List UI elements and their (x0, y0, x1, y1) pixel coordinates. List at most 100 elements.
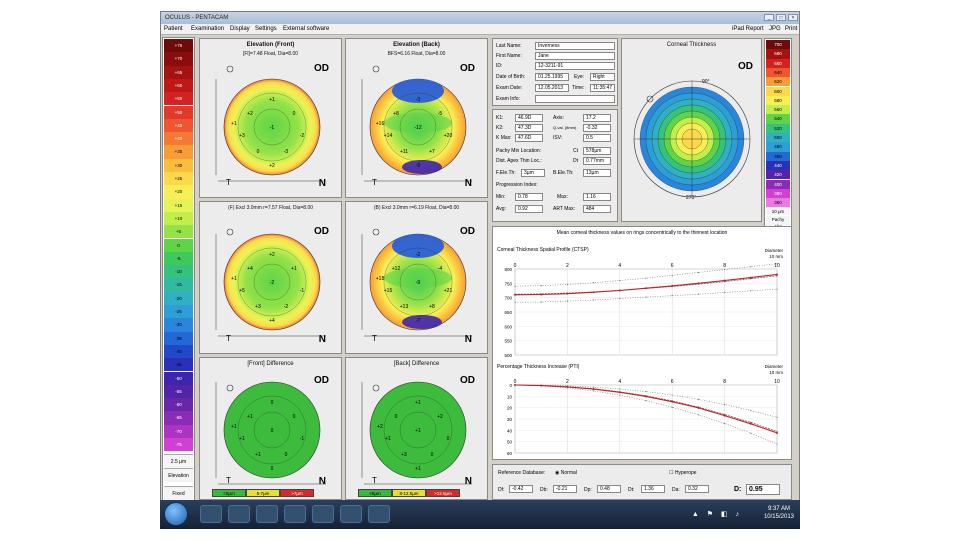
difference-legend: <8µm 8-12.5µm >12.5µm (358, 489, 460, 497)
scale-swatch: -30 (164, 318, 193, 332)
time-field[interactable]: 11:35:47 (590, 84, 615, 92)
exam-info-field[interactable] (535, 95, 615, 103)
map-value: +14 (384, 133, 393, 139)
exam-date-label: Exam Date: (496, 85, 523, 91)
close-button[interactable]: × (788, 14, 798, 21)
map-back-enhanced[interactable]: (B) Excl 3.0mm r=6.19 Float, Dia=8.00 OD… (345, 201, 488, 354)
pti-point-patient (749, 422, 752, 425)
menu-settings[interactable]: Settings (255, 26, 277, 32)
scale-swatch: -15 (164, 278, 193, 292)
nasal-label: N (318, 334, 326, 345)
qval-label: Q-val. (8mm) (553, 125, 577, 130)
eye-label: Eye: (574, 74, 585, 80)
map-value: +2 (377, 424, 383, 430)
da-label: Da: (672, 487, 680, 493)
scale-swatch: -20 (164, 291, 193, 305)
dob-field[interactable]: 01.25.1995 (535, 73, 569, 81)
minimize-button[interactable]: _ (764, 14, 774, 21)
eye-label: OD (738, 61, 753, 72)
id-label: ID: (496, 63, 503, 69)
exam-date-field[interactable]: 12.05.2013 (535, 84, 569, 92)
scale-fixed: Fixed (164, 486, 193, 500)
map-value: +1 (255, 452, 261, 458)
map-title: (B) Excl 3.0mm r=6.19 Float, Dia=8.00 (373, 205, 460, 211)
ctsp-point-lower (619, 297, 621, 300)
pti-y-tick: 20 (507, 406, 513, 411)
map-front-enhanced[interactable]: (F) Excl 3.0mm r=7.57 Float, Dia=8.00 OD… (199, 201, 342, 354)
elevation-color-scale[interactable]: +75 +70 +65 +60 +55 +50 +45 +40 +35 +30 +25 +20 +15 +… (162, 37, 195, 524)
map-value: -1 (300, 288, 305, 294)
map-title: Corneal Thickness (666, 42, 717, 48)
system-tray[interactable]: ▲ ⚑ ◧ ♪ (691, 511, 742, 518)
menu-patient[interactable]: Patient (164, 26, 183, 32)
start-button[interactable] (164, 502, 188, 526)
pentacam-taskbar-icon[interactable] (368, 505, 390, 523)
qval-field: -0.32 (583, 124, 611, 132)
map-front-elevation[interactable]: Elevation (Front) [Fl]=7.48 Float, Dia=8… (199, 38, 342, 198)
menu-display[interactable]: Display (230, 26, 250, 32)
eye-field[interactable]: Right (590, 73, 615, 81)
id-field[interactable]: 12-3211-91 (535, 62, 615, 70)
folder-icon[interactable] (228, 505, 250, 523)
map-value: +1 (291, 266, 297, 272)
map-value: -5 (438, 111, 443, 117)
maximize-button[interactable]: □ (776, 14, 786, 21)
map-front-difference[interactable]: [Front] Difference OD T N <5µm 5-7µm >7µ… (199, 357, 342, 500)
network-icon[interactable] (312, 505, 334, 523)
map-ring (229, 84, 315, 170)
max-label: Max: (557, 194, 568, 200)
microphone-icon[interactable] (340, 505, 362, 523)
legend-yellow: 8-12.5µm (392, 489, 426, 497)
legend-red: >7µm (280, 489, 314, 497)
map-value: 0 (447, 436, 450, 442)
corneal-thickness-map[interactable]: Corneal Thickness OD 90° 270° (621, 38, 762, 222)
ctsp-point-lower (645, 296, 647, 298)
ctsp-point-patient (671, 284, 674, 287)
menu-print[interactable]: Print (785, 26, 798, 32)
scale-swatch: +5 (164, 225, 193, 239)
map-value: -9 (416, 280, 421, 286)
normal-radio[interactable]: ◉ Normal (555, 470, 577, 476)
menu-external-software[interactable]: External software (283, 26, 330, 32)
thickness-color-scale[interactable]: 700 680 660 640 620 600 580 560 540 520 500 480 460 4… (764, 38, 792, 230)
max-field: 1.16 (583, 193, 611, 201)
map-back-difference[interactable]: [Back] Difference OD T N <8µm 8-12.5µm >… (345, 357, 488, 500)
map-title: [Front] Difference (247, 361, 294, 367)
ctsp-point-lower (540, 301, 542, 303)
nasal-label: N (464, 476, 472, 487)
menu-ipad-report[interactable]: iPad Report (732, 26, 764, 32)
hyperope-radio[interactable]: ☐ Hyperope (669, 470, 697, 476)
app-icon[interactable] (284, 505, 306, 523)
map-value: +1 (269, 97, 275, 103)
menu-examination[interactable]: Examination (191, 26, 225, 32)
map-value: -2 (270, 280, 275, 286)
map-value: +3 (239, 133, 245, 139)
last-name-field[interactable]: Inverness (535, 42, 615, 50)
ctsp-x-tick: 0 (514, 263, 517, 269)
menu-jpg[interactable]: JPG (769, 26, 781, 32)
scale-swatch: +10 (164, 211, 193, 226)
dt-field: 1.36 (641, 485, 665, 493)
map-zone-ring (253, 263, 291, 301)
d-label: D: (734, 486, 742, 493)
first-name-field[interactable]: Jane (535, 52, 615, 60)
ie-icon[interactable] (200, 505, 222, 523)
zoom-icon (226, 65, 234, 73)
scale-swatch: +30 (164, 158, 193, 172)
map-value: +2 (269, 163, 275, 169)
map-value: 0 (271, 466, 274, 472)
pti-point-lower (593, 386, 595, 388)
map-back-elevation[interactable]: Elevation (Back) BFS=6.16 Float, Dia=8.0… (345, 38, 488, 198)
isv-label: ISV: (553, 135, 563, 141)
clock[interactable]: 9:37 AM 10/15/2013 (764, 505, 794, 521)
media-player-icon[interactable] (256, 505, 278, 523)
map-title: Elevation (Back) (393, 42, 440, 48)
ctsp-y-tick: 750 (504, 281, 512, 286)
thickness-swatch: 640 (766, 67, 790, 78)
map-subtitle: BFS=6.16 Float, Dia=8.00 (387, 51, 446, 57)
kmax-field: 47.6D (515, 134, 543, 142)
ctsp-point-patient (514, 293, 516, 296)
thickness-scale-unit: 10 µm (766, 208, 790, 215)
thickness-swatch: 360 (766, 198, 790, 208)
scale-swatch: -60 (164, 398, 193, 412)
